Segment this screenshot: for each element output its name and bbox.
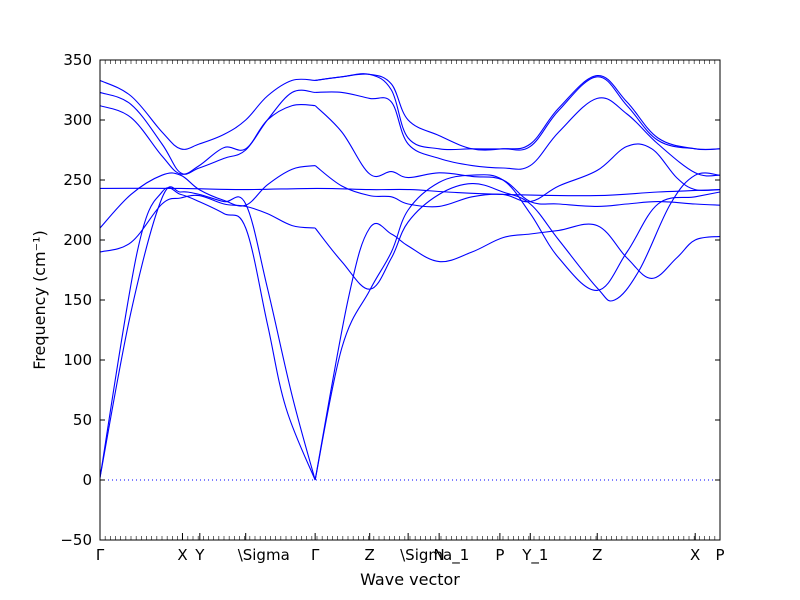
band-line-8	[100, 78, 316, 150]
y-axis-label: Frequency (cm⁻¹)	[30, 230, 49, 369]
kpoint-label: Z	[592, 546, 602, 564]
plot-frame	[99, 59, 721, 541]
band-line-4	[100, 165, 316, 229]
kpoint-label: X	[690, 546, 700, 564]
y-tick-label: 50	[73, 411, 92, 429]
kpoint-label: P	[715, 546, 724, 564]
band-line-7	[100, 89, 316, 175]
kpoint-label: \Sigma_1	[400, 546, 469, 565]
y-tick-label: 300	[63, 111, 92, 129]
y-tick-label: −50	[60, 531, 92, 549]
kpoint-label: Γ	[311, 546, 320, 564]
y-tick-label: 200	[63, 231, 92, 249]
series-layer	[100, 73, 720, 481]
band-line-16	[315, 73, 720, 151]
y-tick-layer: −50 0 50 100 150 200 250 300 350	[60, 51, 720, 549]
band-line-10	[314, 222, 720, 481]
y-tick-label: 150	[63, 291, 92, 309]
y-tick-label: 250	[63, 171, 92, 189]
x-axis-label: Wave vector	[360, 570, 460, 589]
band-line-1	[100, 187, 316, 481]
kpoint-label: X	[177, 546, 187, 564]
band-line-2	[100, 186, 316, 481]
kpoint-tick-layer	[99, 60, 721, 540]
band-line-6	[100, 103, 316, 175]
kpoint-label: Y	[194, 546, 205, 564]
y-tick-label: 350	[63, 51, 92, 69]
y-tick-label: 0	[82, 471, 92, 489]
kpoint-label: Z	[365, 546, 375, 564]
y-tick-label: 100	[63, 351, 92, 369]
plot-area	[100, 60, 720, 540]
band-line-11	[314, 172, 720, 302]
band-line-12	[314, 143, 720, 208]
kpoint-label: P	[495, 546, 504, 564]
band-line-9	[314, 174, 720, 481]
band-line-14	[315, 91, 720, 177]
kpoint-label: \Sigma	[238, 546, 290, 564]
kpoint-label: N	[434, 546, 445, 564]
band-line-3	[100, 194, 316, 253]
band-line-5	[100, 187, 720, 197]
kpoint-label: Y_1	[521, 546, 548, 565]
band-line-13	[314, 105, 720, 207]
kpoint-label: Γ	[96, 546, 105, 564]
x-tick-layer: Γ X Y \Sigma Γ Z \Sigma_1N P Y_1 Z X P	[96, 533, 725, 565]
